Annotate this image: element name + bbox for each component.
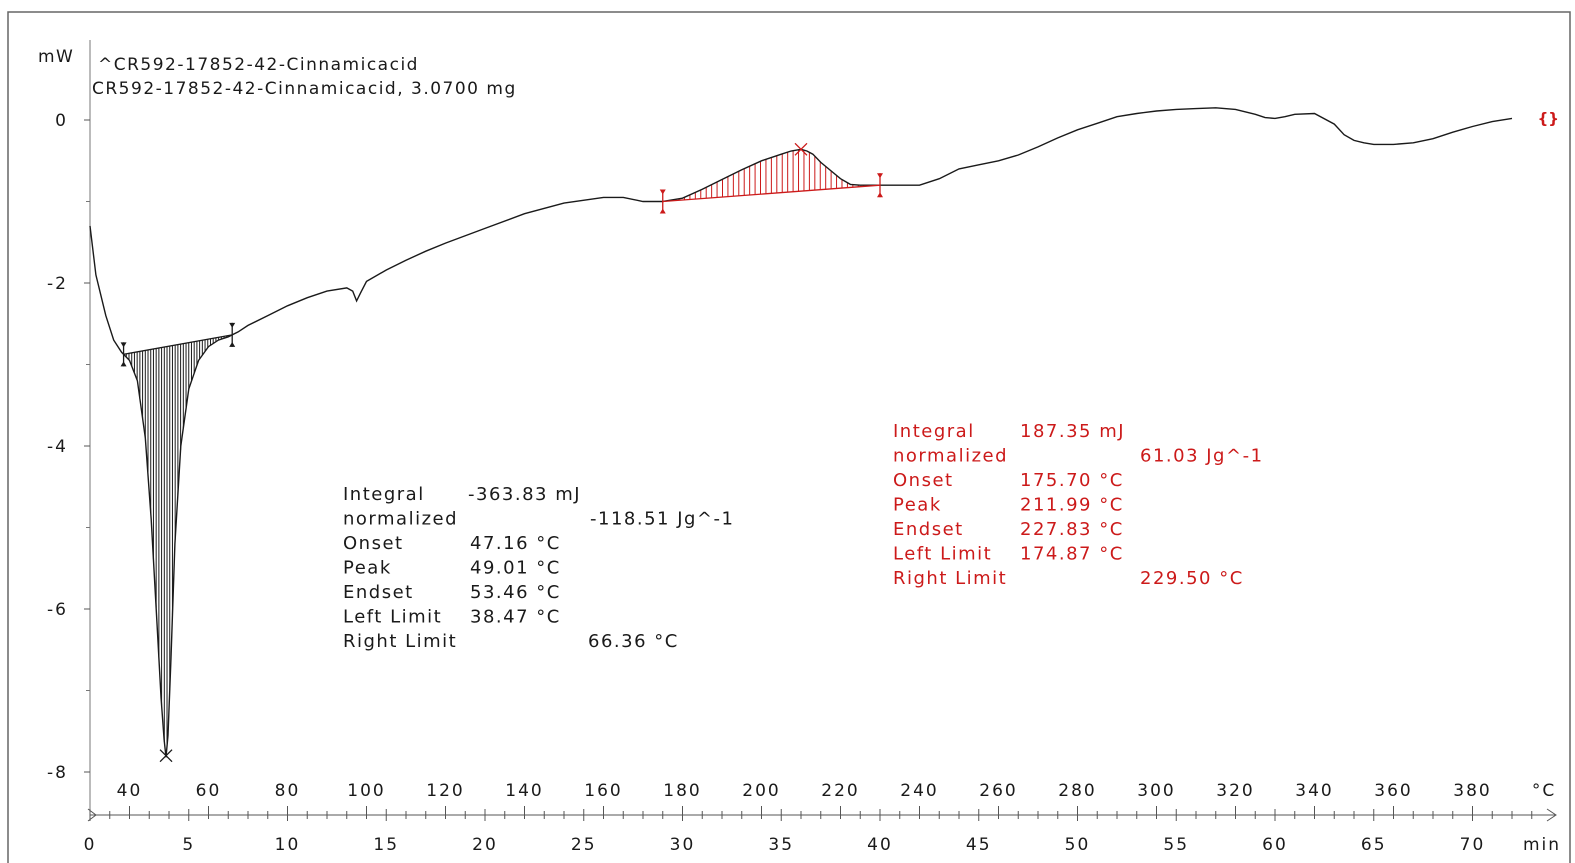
integration-baseline xyxy=(662,184,881,203)
result-value: 49.01 °C xyxy=(470,558,561,579)
result-value: 227.83 °C xyxy=(1020,519,1124,540)
peak-marker xyxy=(159,749,173,763)
temperature-tick-label: 120 xyxy=(426,781,464,801)
time-tick-label: 60 xyxy=(1262,835,1288,855)
temperature-tick-label: 320 xyxy=(1216,781,1254,801)
result-label: Left Limit xyxy=(343,607,442,628)
result-label: Integral xyxy=(343,484,425,505)
result-value: 38.47 °C xyxy=(470,607,561,628)
result-label: Right Limit xyxy=(343,631,457,652)
result-label: Onset xyxy=(343,533,404,554)
result-label: Right Limit xyxy=(893,568,1007,589)
time-axis-end-arrow xyxy=(1546,808,1557,822)
result-label: Integral xyxy=(893,421,975,442)
temperature-unit-label: °C xyxy=(1532,781,1556,801)
result-label: normalized xyxy=(893,446,1008,467)
temperature-tick-label: 300 xyxy=(1137,781,1175,801)
dsc-curve xyxy=(89,107,1513,758)
time-unit-label: min xyxy=(1523,835,1561,855)
result-label: Onset xyxy=(893,470,954,491)
result-label: Peak xyxy=(343,558,392,579)
limit-arrowheads xyxy=(120,342,127,367)
temperature-tick-label: 360 xyxy=(1374,781,1412,801)
temperature-tick-label: 240 xyxy=(900,781,938,801)
time-tick-label: 15 xyxy=(373,835,399,855)
result-label: Endset xyxy=(343,582,414,603)
limit-arrowheads xyxy=(229,322,236,347)
end-marker: {} xyxy=(1538,109,1559,127)
y-tick-label: -2 xyxy=(47,274,68,294)
temperature-tick-label: 60 xyxy=(196,781,222,801)
y-tick-label: 0 xyxy=(55,111,68,131)
temperature-tick-label: 200 xyxy=(742,781,780,801)
result-label: Peak xyxy=(893,495,942,516)
result-value: 53.46 °C xyxy=(470,582,561,603)
temperature-tick-label: 280 xyxy=(1058,781,1096,801)
time-tick-label: 70 xyxy=(1460,835,1486,855)
time-tick-label: 50 xyxy=(1065,835,1091,855)
time-tick-label: 0 xyxy=(84,835,97,855)
result-value: 66.36 °C xyxy=(588,631,679,652)
y-tick-label: -4 xyxy=(47,437,68,457)
y-tick-label: -8 xyxy=(47,763,68,783)
time-tick-label: 25 xyxy=(571,835,597,855)
temperature-tick-label: 380 xyxy=(1453,781,1491,801)
result-value: 47.16 °C xyxy=(470,533,561,554)
temperature-tick-label: 220 xyxy=(821,781,859,801)
time-tick-label: 65 xyxy=(1361,835,1387,855)
temperature-tick-label: 40 xyxy=(117,781,143,801)
result-label: Endset xyxy=(893,519,964,540)
temperature-tick-label: 180 xyxy=(663,781,701,801)
time-tick-label: 5 xyxy=(182,835,195,855)
result-value: -363.83 mJ xyxy=(468,484,581,505)
result-label: Left Limit xyxy=(893,544,992,565)
result-value: -118.51 Jg^-1 xyxy=(590,509,734,530)
time-tick-label: 10 xyxy=(275,835,301,855)
time-tick-label: 55 xyxy=(1163,835,1189,855)
temperature-tick-label: 260 xyxy=(979,781,1017,801)
sample-line-1: ^CR592-17852-42-Cinnamicacid xyxy=(98,55,419,75)
result-value: 61.03 Jg^-1 xyxy=(1140,446,1264,467)
y-tick-label: -6 xyxy=(47,600,68,620)
temperature-tick-label: 140 xyxy=(505,781,543,801)
limit-arrowheads xyxy=(659,189,666,214)
limit-arrowheads xyxy=(877,173,883,198)
temperature-tick-label: 80 xyxy=(275,781,301,801)
temperature-tick-label: 340 xyxy=(1295,781,1333,801)
time-tick-label: 35 xyxy=(768,835,794,855)
result-value: 229.50 °C xyxy=(1140,568,1244,589)
sample-line-2: CR592-17852-42-Cinnamicacid, 3.0700 mg xyxy=(92,79,517,99)
time-tick-label: 45 xyxy=(966,835,992,855)
time-tick-label: 20 xyxy=(472,835,498,855)
temperature-tick-label: 160 xyxy=(584,781,622,801)
time-tick-label: 40 xyxy=(867,835,893,855)
result-value: 211.99 °C xyxy=(1020,495,1124,516)
y-unit-label: mW xyxy=(38,47,74,67)
time-axis-start-arrow xyxy=(87,808,97,822)
temperature-tick-label: 100 xyxy=(347,781,385,801)
result-value: 187.35 mJ xyxy=(1020,421,1125,442)
peak-marker xyxy=(794,142,808,156)
plot-frame xyxy=(7,11,1571,863)
result-label: normalized xyxy=(343,509,458,530)
result-value: 174.87 °C xyxy=(1020,544,1124,565)
integration-baseline xyxy=(123,334,233,355)
time-tick-label: 30 xyxy=(670,835,696,855)
result-value: 175.70 °C xyxy=(1020,470,1124,491)
